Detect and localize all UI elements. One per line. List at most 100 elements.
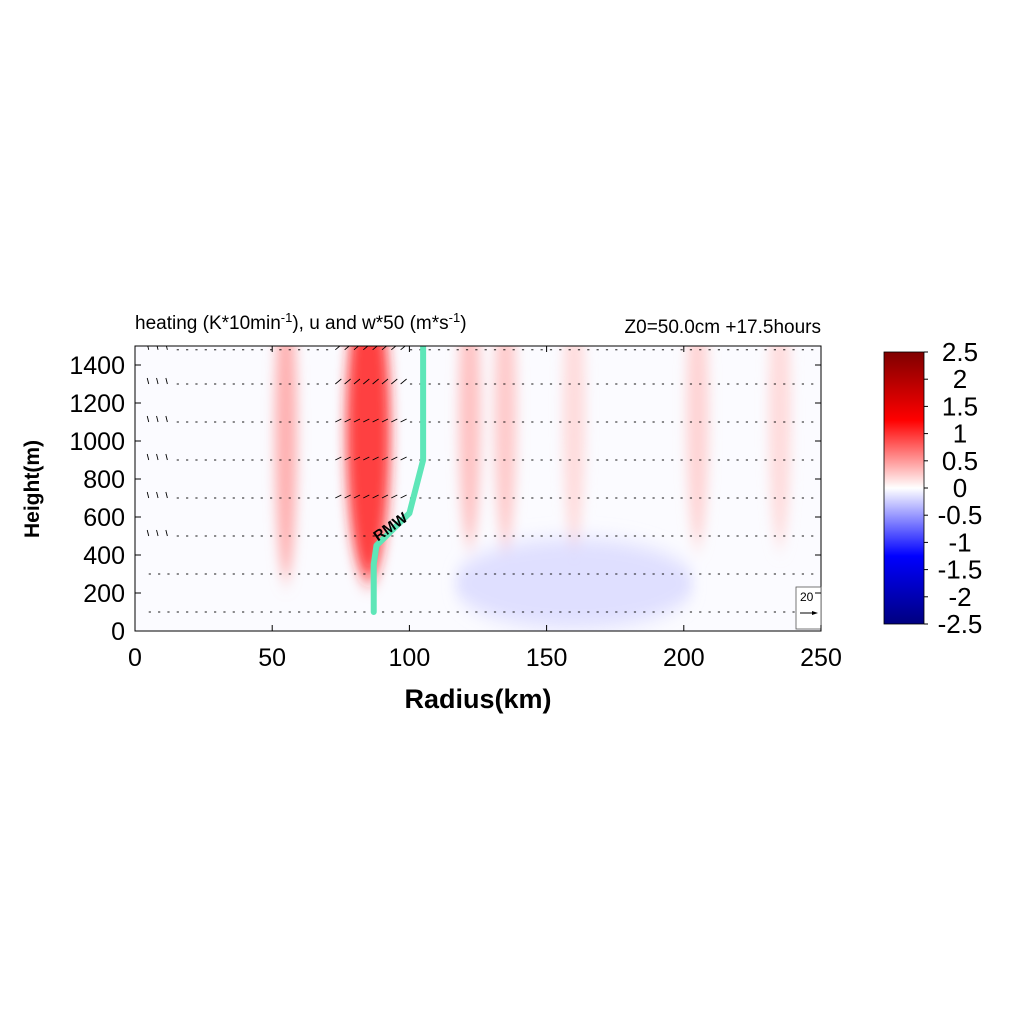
colorbar-tick-label: 0.5	[942, 446, 978, 476]
wind-vector	[363, 456, 370, 461]
wind-vector	[335, 378, 342, 385]
reference-vector-arrowhead	[812, 611, 818, 615]
wind-vector	[165, 415, 168, 423]
wind-vector	[363, 346, 369, 351]
wind-vector	[363, 378, 370, 385]
y-tick-label: 800	[83, 466, 125, 494]
wind-vector	[381, 418, 389, 423]
wind-vector	[381, 456, 389, 461]
wind-vector	[156, 377, 159, 385]
chart-title: heating (K*10min-1), u and w*50 (m*s-1)	[135, 310, 467, 334]
heating-feature	[454, 538, 695, 629]
heating-feature	[563, 346, 586, 547]
wind-vector	[372, 346, 378, 351]
y-tick-label: 600	[83, 504, 125, 532]
wind-vector	[165, 529, 168, 537]
colorbar-gradient	[883, 351, 925, 625]
wind-vector	[391, 418, 398, 423]
y-axis-label: Height(m)	[21, 440, 44, 538]
wind-vector	[363, 418, 370, 423]
wind-vector	[381, 494, 389, 499]
heating-feature	[768, 346, 791, 547]
wind-vector	[335, 418, 342, 423]
wind-vector	[400, 418, 407, 423]
rmw-line	[370, 346, 427, 615]
plot-frame	[134, 345, 822, 632]
plot-area: RMW 20	[134, 345, 822, 632]
y-tick-label: 1400	[69, 352, 125, 380]
wind-vector	[344, 378, 351, 385]
wind-vector	[344, 494, 351, 499]
y-axis: 0 200 400 600 800 1000 1200 1400	[69, 352, 821, 646]
reference-vector-frame	[795, 586, 822, 630]
colorbar-tick-label: 1.5	[942, 391, 978, 421]
wind-vector	[353, 418, 361, 423]
wind-vector	[353, 378, 361, 385]
heating-feature	[274, 346, 297, 581]
y-tick-label: 200	[83, 580, 125, 608]
reference-vector-label: 20	[800, 590, 814, 604]
x-tick-label: 100	[389, 644, 431, 672]
heating-feature	[494, 346, 517, 547]
x-tick-label: 50	[258, 644, 286, 672]
x-tick-label: 0	[128, 644, 142, 672]
wind-vector	[156, 415, 159, 423]
y-tick-label: 0	[111, 618, 125, 646]
wind-vector	[372, 418, 379, 423]
wind-vector	[165, 453, 168, 461]
x-tick-label: 250	[800, 644, 842, 672]
wind-vector	[335, 456, 342, 461]
wind-vector	[372, 494, 379, 499]
wind-vector	[363, 494, 370, 499]
colorbar-tick-label: -1.5	[938, 555, 983, 585]
wind-vectors	[146, 346, 814, 613]
heating-feature	[458, 346, 481, 547]
reference-vector-box: 20	[795, 586, 822, 630]
wind-vector	[146, 377, 150, 385]
wind-vector	[400, 378, 407, 385]
colorbar-tick-label: -2	[948, 582, 971, 612]
wind-vector	[165, 346, 168, 350]
colorbar-ticks: 2.521.510.50-0.5-1-1.5-2-2.5	[924, 337, 982, 639]
wind-vector	[353, 494, 361, 499]
wind-vector	[372, 456, 379, 461]
colorbar-tick-label: -2.5	[938, 609, 983, 639]
y-tick-label: 400	[83, 542, 125, 570]
wind-vector	[335, 346, 341, 351]
wind-vector	[400, 346, 406, 351]
x-axis: 0 50 100 150 200 250	[128, 346, 842, 672]
wind-vector	[146, 415, 150, 423]
wind-vector	[391, 494, 398, 499]
wind-vector	[400, 456, 407, 461]
wind-vector	[156, 529, 159, 537]
wind-vector	[156, 453, 159, 461]
wind-vector	[391, 346, 397, 351]
wind-vector	[146, 529, 150, 537]
wind-vector	[156, 346, 159, 350]
x-axis-label: Radius(km)	[404, 684, 551, 714]
wind-vector	[381, 378, 389, 385]
wind-vector	[400, 494, 407, 499]
wind-vector	[391, 456, 398, 461]
colorbar-tick-label: 2	[953, 364, 967, 394]
chart-subtitle: Z0=50.0cm +17.5hours	[625, 317, 821, 338]
wind-vector	[381, 346, 388, 351]
wind-vector	[335, 494, 342, 499]
wind-vector	[344, 346, 350, 351]
wind-vector	[353, 456, 361, 461]
wind-vector	[372, 378, 379, 385]
colorbar-tick-label: -0.5	[938, 500, 983, 530]
wind-vector	[344, 456, 351, 461]
heating-blobs	[274, 346, 791, 629]
y-tick-label: 1200	[69, 390, 125, 418]
wind-vector	[391, 378, 398, 385]
heating-field	[274, 346, 791, 629]
y-tick-label: 1000	[69, 428, 125, 456]
wind-vector	[146, 453, 150, 461]
x-tick-label: 200	[663, 644, 705, 672]
wind-vector	[146, 491, 150, 499]
colorbar-tick-label: 1	[953, 419, 967, 449]
colorbar-tick-label: 2.5	[942, 337, 978, 367]
x-tick-label: 150	[526, 644, 568, 672]
wind-vector	[147, 346, 150, 350]
